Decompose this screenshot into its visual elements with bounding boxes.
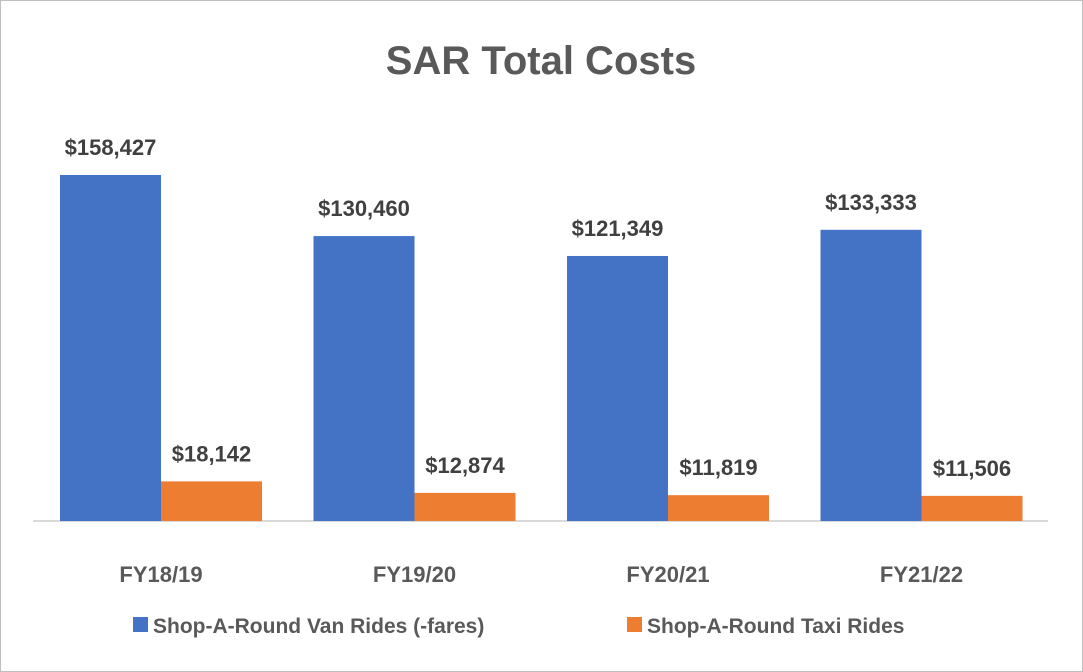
bar-van-FY20-21	[567, 255, 668, 521]
x-tick-label: FY21/22	[880, 562, 963, 587]
data-label: $18,142	[172, 441, 252, 466]
x-tick-label: FY18/19	[119, 562, 202, 587]
data-label: $12,874	[425, 453, 505, 478]
legend-swatch	[627, 617, 642, 632]
data-label: $158,427	[65, 135, 157, 160]
legend-label: Shop-A-Round Van Rides (-fares)	[153, 615, 484, 638]
bar-taxi-FY18-19	[161, 481, 262, 521]
bar-taxi-FY19-20	[414, 492, 516, 521]
bar-van-FY18-19	[60, 175, 161, 521]
data-label: $130,460	[318, 196, 410, 221]
bar-taxi-FY21-22	[921, 495, 1023, 521]
bar-taxi-FY20-21	[668, 495, 769, 521]
x-tick-label: FY20/21	[626, 562, 709, 587]
data-label: $133,333	[825, 190, 917, 215]
chart-title: SAR Total Costs	[386, 39, 696, 83]
data-label: $11,506	[933, 456, 1011, 481]
x-tick-label: FY19/20	[373, 562, 456, 587]
bar-van-FY19-20	[313, 236, 415, 522]
bar-van-FY21-22	[820, 229, 922, 521]
data-label: $11,819	[679, 455, 757, 480]
data-label: $121,349	[572, 216, 664, 241]
legend-swatch	[133, 617, 148, 632]
legend-label: Shop-A-Round Taxi Rides	[647, 615, 904, 638]
